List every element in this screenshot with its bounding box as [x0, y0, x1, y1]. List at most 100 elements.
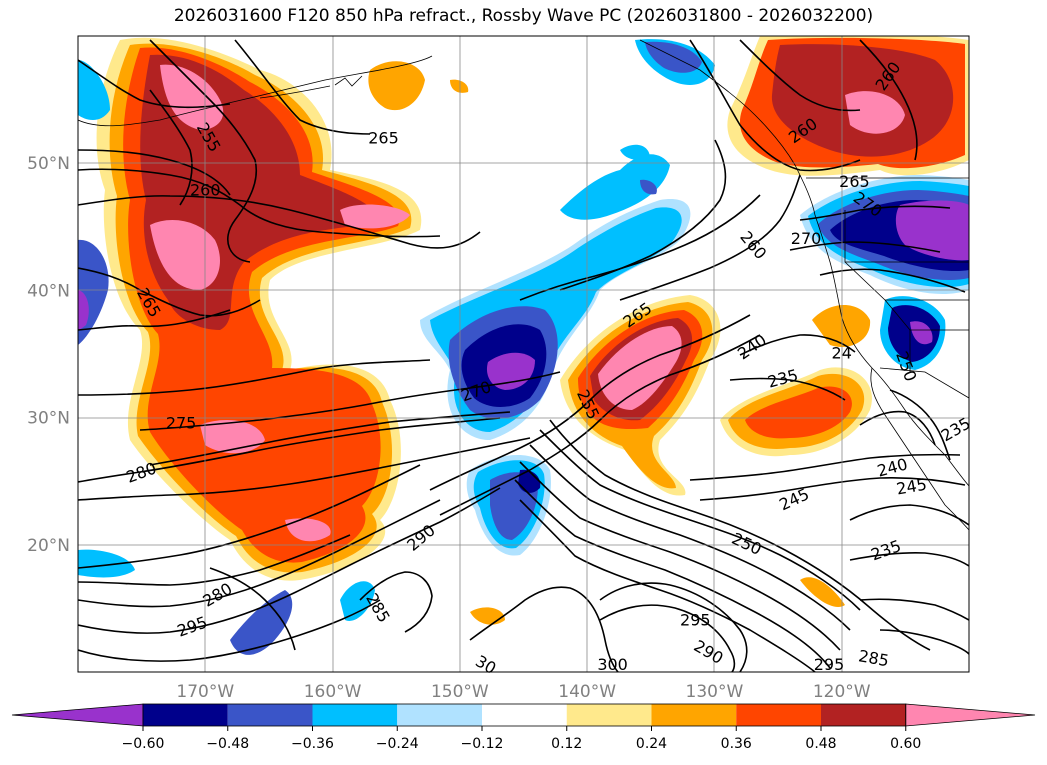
latitude-labels: 50°N 40°N 30°N 20°N	[27, 154, 70, 556]
contour-line	[78, 487, 501, 634]
contour-line	[619, 174, 801, 301]
lon-tick-label: 140°W	[558, 682, 616, 702]
contour-line	[599, 582, 748, 672]
contour-line	[469, 586, 619, 672]
colorbar-tick-label: −0.36	[291, 736, 334, 752]
negative-anomaly-region	[910, 321, 933, 345]
colorbar-tick-label: 0.12	[551, 736, 582, 752]
contour-line	[739, 39, 861, 112]
colorbar-cell	[312, 704, 398, 726]
colorbar-tick-label: −0.12	[461, 736, 504, 752]
contour-line	[859, 598, 969, 621]
contour-label: 265	[839, 172, 870, 191]
negative-anomaly-region	[78, 290, 89, 330]
contour-line	[139, 371, 561, 431]
contour-line	[689, 453, 961, 481]
colorbar-cell	[736, 704, 821, 726]
colorbar-tick-label: −0.48	[206, 736, 249, 752]
contour-line	[529, 444, 851, 631]
positive-anomaly-region	[845, 91, 905, 134]
contour-line	[859, 39, 918, 161]
lon-tick-label: 120°W	[813, 682, 871, 702]
colorbar-cell	[397, 704, 482, 726]
shaded-fields	[78, 36, 969, 655]
contour-line	[849, 552, 969, 567]
contour-line	[78, 599, 381, 662]
contour-line	[149, 411, 511, 466]
alaska-peninsula-coastline	[259, 75, 363, 99]
positive-anomaly-region	[598, 326, 682, 410]
contour-line	[559, 139, 727, 291]
contour-line	[78, 309, 231, 331]
contour-line	[78, 267, 261, 317]
contour-label: 295	[680, 611, 711, 630]
colorbar-tick-label: 0.36	[721, 736, 752, 752]
colorbar-tick-label: −0.24	[376, 736, 419, 752]
colorbar-cell	[227, 704, 313, 726]
contour-line	[149, 39, 258, 263]
longitude-labels: 170°W 160°W 150°W 140°W 130°W 120°W	[176, 682, 870, 702]
contour-line	[78, 464, 421, 569]
negative-anomaly-region	[78, 549, 135, 578]
contour-line	[78, 195, 481, 249]
contour-line	[599, 604, 736, 672]
positive-anomaly-region	[800, 577, 845, 608]
contour-line	[78, 59, 231, 109]
contour-line	[78, 149, 231, 196]
contour-line	[789, 241, 941, 253]
contour-line	[539, 429, 861, 611]
contour-line	[78, 499, 441, 608]
colorbar-cell	[566, 704, 652, 726]
colorbar-tick-label: 0.24	[636, 736, 667, 752]
colorbar-tick-label: 0.48	[805, 736, 836, 752]
contour-label: 24	[832, 344, 852, 363]
lon-tick-label: 160°W	[304, 682, 362, 702]
positive-anomaly-region	[150, 64, 410, 542]
north-america-coastline	[639, 39, 969, 487]
colorbar-cell	[651, 704, 737, 726]
negative-anomaly-region	[340, 581, 375, 621]
political-borders	[806, 177, 969, 399]
contour-line	[78, 437, 531, 501]
lat-tick-label: 20°N	[27, 536, 70, 556]
lon-tick-label: 150°W	[431, 682, 489, 702]
contour-line	[78, 417, 501, 483]
us-mexico-border	[879, 367, 969, 399]
contour-line	[234, 39, 371, 135]
contour-line	[78, 534, 351, 586]
lat-tick-label: 30°N	[27, 409, 70, 429]
colorbar-ticks: −0.60 −0.48 −0.36 −0.24 −0.12 0.12 0.24 0.36 0.4…	[122, 726, 921, 752]
colorbar-outline	[142, 703, 907, 727]
contour-line	[149, 89, 193, 206]
contour-label: 260	[190, 181, 221, 200]
colorbar-tick-label: −0.60	[122, 736, 165, 752]
contour-line	[699, 477, 966, 501]
contour-line	[519, 499, 816, 672]
contour-line	[849, 504, 969, 526]
contour-line	[549, 419, 931, 651]
contour-line	[729, 377, 846, 401]
contour-line	[78, 359, 431, 396]
contour-label: 270	[791, 229, 822, 248]
contour-line	[519, 461, 841, 651]
contour-line	[879, 629, 969, 655]
colorbar: −0.60 −0.48 −0.36 −0.24 −0.12 0.12 0.24 0.36 0.4…	[11, 703, 1036, 752]
lon-tick-label: 130°W	[686, 682, 744, 702]
contour-line	[799, 205, 951, 221]
map-title: 2026031600 F120 850 hPa refract., Rossby…	[173, 6, 874, 26]
contour-line	[439, 334, 761, 516]
colorbar-cell	[143, 704, 228, 726]
contour-label: 275	[166, 413, 197, 432]
negative-anomaly-region	[560, 144, 670, 220]
negative-anomaly-region	[78, 60, 110, 120]
contour-line	[519, 194, 761, 301]
contour-label: 300	[597, 655, 628, 674]
contour-line	[429, 314, 751, 491]
baja-coastline	[870, 367, 969, 531]
colorbar-extend-max	[905, 703, 1036, 727]
contour-label: 265	[368, 129, 399, 148]
lon-tick-label: 170°W	[176, 682, 234, 702]
colorbar-cells	[11, 703, 1036, 727]
